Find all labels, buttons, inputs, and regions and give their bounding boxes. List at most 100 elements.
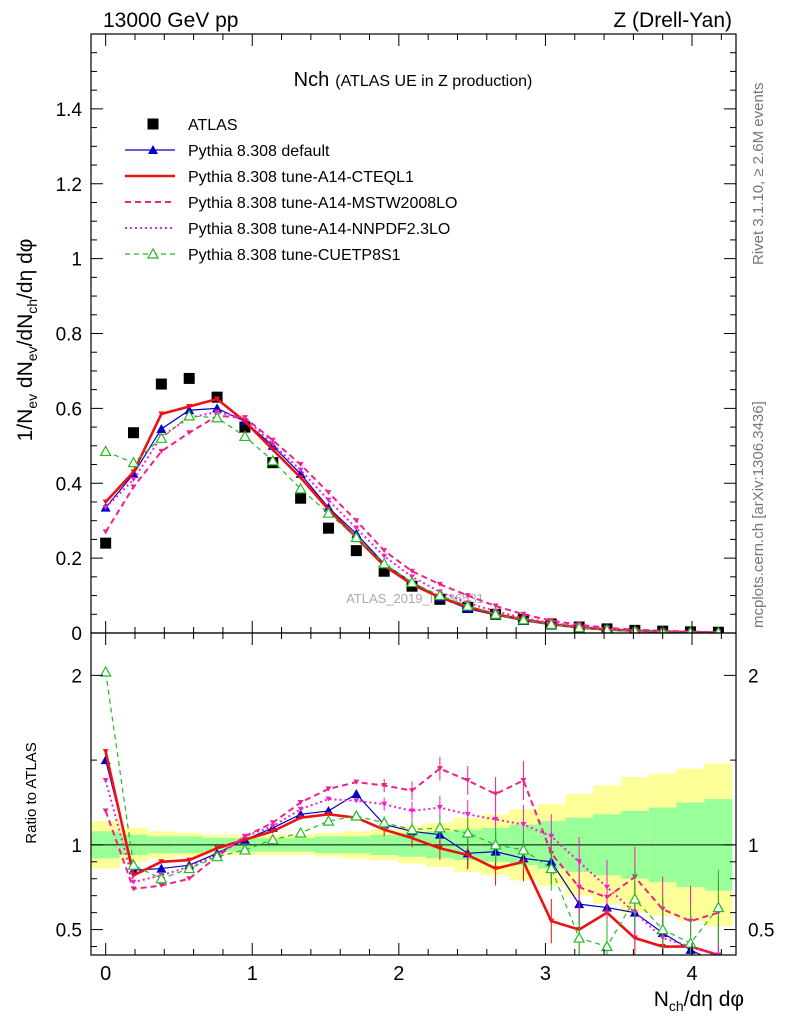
top-point-cuetp8s1 bbox=[211, 411, 224, 423]
bottom-point-cuetp8s1 bbox=[489, 838, 502, 850]
top-point-atlas bbox=[100, 537, 112, 549]
top-point-cuetp8s1 bbox=[99, 445, 112, 457]
legend-marker-atlas bbox=[147, 118, 159, 130]
legend: ATLAS Pythia 8.308 default Pythia 8.308 tu… bbox=[125, 117, 457, 264]
top-point-cuetp8s1 bbox=[433, 589, 446, 601]
bottom-point-nnpdf bbox=[492, 816, 499, 822]
y-tick-label: 0.2 bbox=[56, 549, 82, 570]
top-point-atlas bbox=[322, 522, 334, 534]
bottom-point-nnpdf bbox=[464, 811, 471, 817]
bottom-point-default bbox=[156, 863, 167, 873]
top-point-cuetp8s1 bbox=[155, 432, 168, 443]
ratio-y-tick-label: 0.5 bbox=[56, 921, 82, 942]
top-point-atlas bbox=[350, 545, 362, 557]
bottom-point-nnpdf bbox=[269, 823, 276, 829]
plot-title-main: Nch bbox=[294, 69, 330, 91]
top-point-cuetp8s1 bbox=[183, 409, 196, 421]
mcplots-label: mcplots.cern.ch [arXiv:1306.3436] bbox=[750, 401, 767, 628]
bottom-point-mstw bbox=[576, 884, 583, 890]
top-point-cuetp8s1 bbox=[545, 618, 558, 629]
rivet-label: Rivet 3.1.10, ≥ 2.6M events bbox=[750, 83, 767, 266]
top-point-cuetp8s1 bbox=[517, 613, 530, 625]
legend-label-default: Pythia 8.308 default bbox=[188, 143, 330, 160]
bottom-point-cuetp8s1 bbox=[684, 936, 697, 948]
bottom-point-nnpdf bbox=[548, 833, 555, 839]
top-point-cteql1 bbox=[102, 499, 109, 505]
x-tick-label: 0 bbox=[100, 963, 111, 985]
top-line-cuetp8s1 bbox=[105, 415, 719, 633]
top-point-mstw bbox=[297, 462, 304, 468]
legend-entry-mstw: Pythia 8.308 tune-A14-MSTW2008LO bbox=[125, 195, 457, 212]
header-process-label: 13000 GeV pp bbox=[103, 9, 238, 32]
top-point-nnpdf bbox=[130, 477, 137, 483]
bottom-point-cteql1 bbox=[158, 859, 165, 865]
top-point-cuetp8s1 bbox=[406, 576, 419, 588]
top-point-cteql1 bbox=[158, 411, 165, 417]
bottom-point-cuetp8s1 bbox=[656, 923, 669, 935]
y-tick-label: 0.4 bbox=[56, 474, 83, 495]
bottom-panel-series bbox=[99, 665, 725, 967]
top-point-mstw bbox=[325, 490, 332, 496]
y-tick-label: 0.8 bbox=[56, 325, 82, 346]
top-point-cteql1 bbox=[269, 447, 276, 453]
top-point-cuetp8s1 bbox=[461, 599, 474, 611]
bottom-point-cteql1 bbox=[269, 828, 276, 834]
bottom-point-nnpdf bbox=[520, 822, 527, 828]
bottom-point-mstw bbox=[186, 876, 193, 882]
bottom-point-cuetp8s1 bbox=[99, 665, 112, 677]
legend-label-cteql1: Pythia 8.308 tune-A14-CTEQL1 bbox=[188, 169, 414, 186]
ratio-y-tick-label-right: 1 bbox=[748, 836, 759, 857]
bottom-point-cteql1 bbox=[492, 866, 499, 872]
bottom-point-mstw bbox=[158, 883, 165, 889]
bottom-point-nnpdf bbox=[297, 806, 304, 812]
y-tick-label: 0.6 bbox=[56, 399, 82, 420]
bottom-point-cuetp8s1 bbox=[294, 826, 307, 838]
top-point-atlas bbox=[239, 421, 251, 433]
bottom-point-cuetp8s1 bbox=[378, 816, 391, 828]
bottom-ylabel: Ratio to ATLAS bbox=[23, 742, 40, 843]
top-panel-series bbox=[99, 372, 724, 633]
top-point-nnpdf bbox=[353, 525, 360, 531]
bottom-point-nnpdf bbox=[353, 798, 360, 804]
bottom-point-cteql1 bbox=[464, 852, 471, 858]
top-point-mstw bbox=[130, 484, 137, 490]
header-channel-label: Z (Drell-Yan) bbox=[613, 9, 732, 32]
bottom-point-cuetp8s1 bbox=[127, 858, 140, 870]
x-tick-label: 3 bbox=[540, 963, 551, 985]
bottom-point-cteql1 bbox=[214, 845, 221, 851]
bottom-point-nnpdf bbox=[241, 833, 248, 839]
bottom-point-default bbox=[713, 958, 723, 967]
top-point-nnpdf bbox=[241, 415, 248, 421]
legend-marker-cuetp8s1 bbox=[146, 247, 160, 259]
legend-entry-atlas: ATLAS bbox=[147, 117, 238, 134]
top-point-cuetp8s1 bbox=[266, 454, 279, 466]
bottom-series-cuetp8s1 bbox=[99, 665, 725, 955]
bottom-point-nnpdf bbox=[576, 859, 583, 865]
bottom-point-nnpdf bbox=[604, 884, 610, 890]
bottom-point-mstw bbox=[353, 779, 360, 785]
x-tick-label: 4 bbox=[686, 963, 697, 985]
bottom-point-cuetp8s1 bbox=[600, 940, 614, 952]
bottom-point-cuetp8s1 bbox=[155, 872, 168, 884]
legend-entry-default: Pythia 8.308 default bbox=[125, 143, 330, 160]
top-point-cuetp8s1 bbox=[294, 482, 307, 494]
top-point-mstw bbox=[158, 448, 165, 454]
legend-entry-cteql1: Pythia 8.308 tune-A14-CTEQL1 bbox=[125, 169, 414, 186]
top-point-cteql1 bbox=[186, 404, 193, 410]
bottom-point-nnpdf bbox=[409, 808, 416, 814]
x-tick-label: 1 bbox=[247, 963, 258, 985]
ratio-y-tick-label-right: 0.5 bbox=[748, 921, 774, 942]
bottom-point-cuetp8s1 bbox=[211, 850, 224, 862]
top-point-default bbox=[156, 423, 167, 433]
top-point-atlas bbox=[128, 427, 140, 439]
bottom-point-cuetp8s1 bbox=[238, 843, 251, 855]
top-point-nnpdf bbox=[325, 497, 332, 503]
bottom-point-cteql1 bbox=[102, 749, 109, 755]
bottom-point-cuetp8s1 bbox=[183, 862, 196, 874]
bottom-point-nnpdf bbox=[325, 796, 332, 802]
top-ylabel: 1/Nev dNev/dNch/dη dφ bbox=[14, 239, 40, 442]
top-point-mstw bbox=[409, 568, 416, 574]
y-tick-label: 1 bbox=[71, 250, 82, 271]
bottom-point-nnpdf bbox=[381, 801, 388, 807]
